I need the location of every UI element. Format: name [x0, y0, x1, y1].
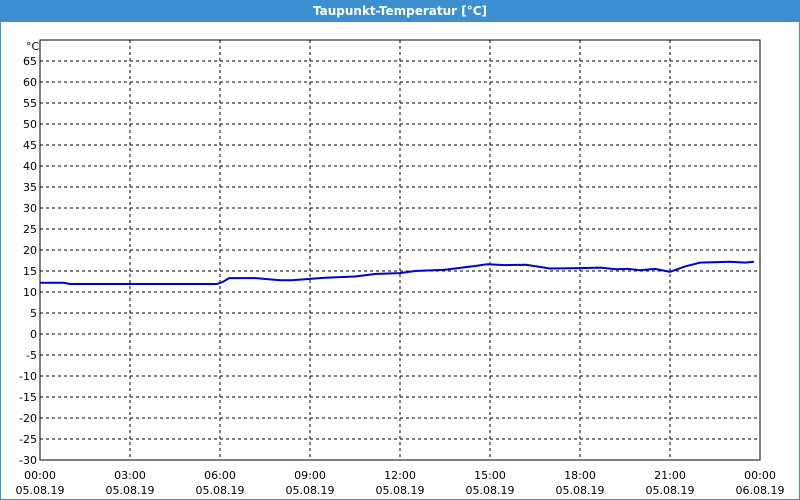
x-tick-time: 09:00: [294, 469, 326, 482]
y-tick-label: -20: [19, 412, 37, 425]
x-tick-date: 05.08.19: [376, 484, 425, 497]
x-tick-time: 12:00: [384, 469, 416, 482]
x-tick-time: 18:00: [564, 469, 596, 482]
x-tick-date: 06.08.19: [736, 484, 785, 497]
y-tick-label: 50: [23, 118, 37, 131]
y-tick-label: -15: [19, 391, 37, 404]
x-tick-time: 06:00: [204, 469, 236, 482]
x-tick-date: 05.08.19: [196, 484, 245, 497]
x-tick-time: 03:00: [114, 469, 146, 482]
y-tick-label: 40: [23, 160, 37, 173]
y-axis: 65605550454035302520151050-5-10-15-20-25…: [19, 55, 37, 467]
y-tick-label: 35: [23, 181, 37, 194]
x-tick-date: 05.08.19: [286, 484, 335, 497]
x-tick-date: 05.08.19: [106, 484, 155, 497]
chart-title: Taupunkt-Temperatur [°C]: [1, 1, 799, 22]
y-tick-label: -30: [19, 454, 37, 467]
y-axis-label: °C: [26, 40, 40, 53]
y-tick-label: 10: [23, 286, 37, 299]
y-tick-label: -5: [26, 349, 37, 362]
x-axis: 00:00 05.08.19 03:00 05.08.19 06:00 05.08.19 0…: [16, 469, 785, 497]
y-tick-label: 0: [30, 328, 37, 341]
y-tick-label: 45: [23, 139, 37, 152]
y-tick-label: 20: [23, 244, 37, 257]
x-tick-date: 05.08.19: [646, 484, 695, 497]
series-line: [40, 260, 755, 285]
y-tick-label: 55: [23, 97, 37, 110]
y-tick-label: 5: [30, 307, 37, 320]
y-tick-label: 25: [23, 223, 37, 236]
y-tick-label: 30: [23, 202, 37, 215]
x-tick-time: 00:00: [24, 469, 56, 482]
y-tick-label: 65: [23, 55, 37, 68]
y-tick-label: -25: [19, 433, 37, 446]
y-tick-label: 15: [23, 265, 37, 278]
y-tick-label: 60: [23, 76, 37, 89]
grid-lines: [40, 40, 760, 460]
x-tick-time: 00:00: [744, 469, 776, 482]
x-tick-date: 05.08.19: [466, 484, 515, 497]
x-tick-date: 05.08.19: [556, 484, 605, 497]
x-tick-date: 05.08.19: [16, 484, 65, 497]
x-tick-time: 15:00: [474, 469, 506, 482]
x-tick-time: 21:00: [654, 469, 686, 482]
y-tick-label: -10: [19, 370, 37, 383]
